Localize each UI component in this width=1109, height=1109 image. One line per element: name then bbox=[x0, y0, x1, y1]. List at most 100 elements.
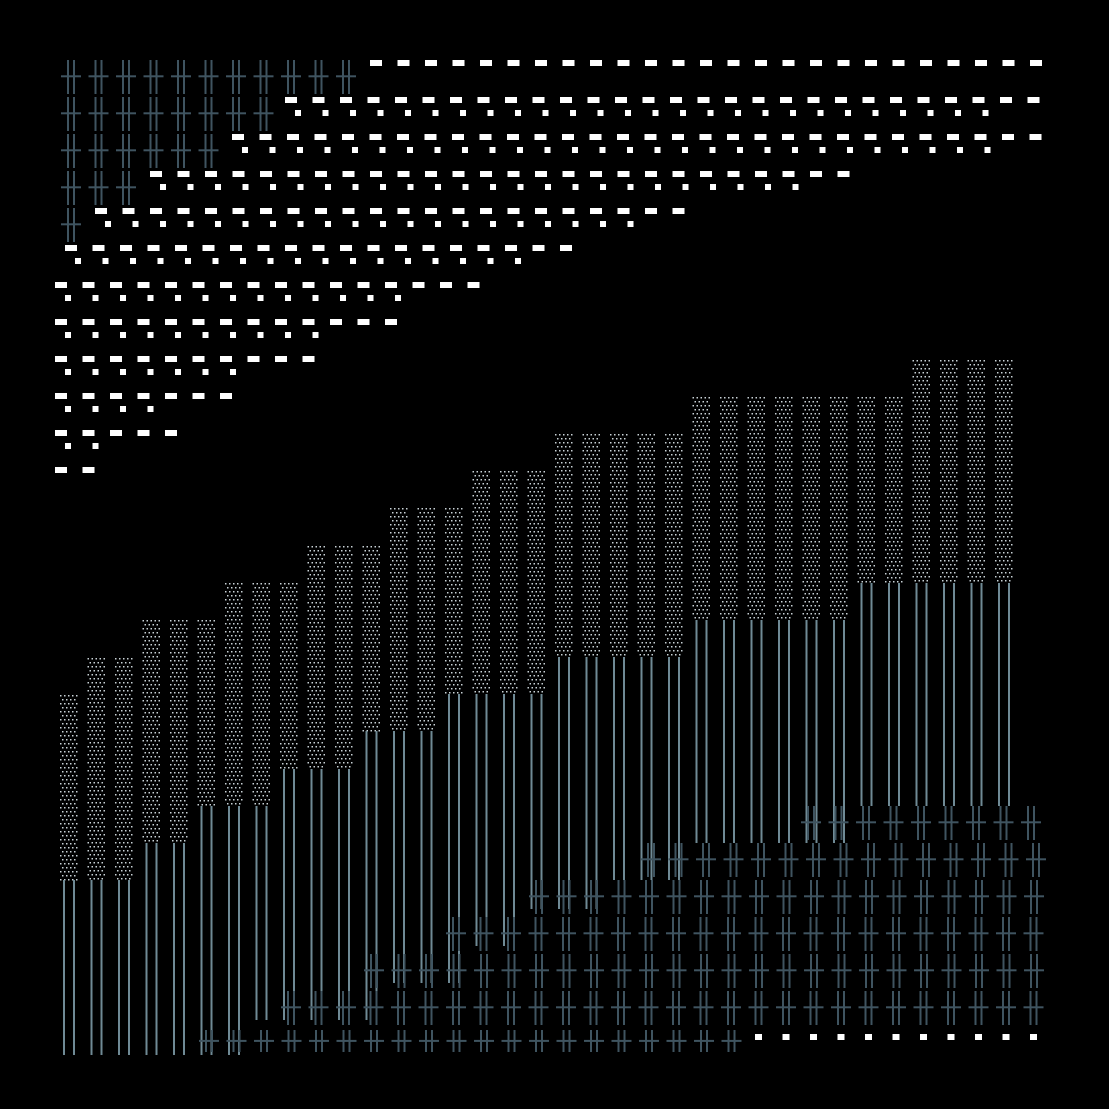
cross-tile bbox=[391, 991, 411, 1025]
bar-tile bbox=[585, 657, 598, 909]
cross-tile bbox=[748, 917, 769, 951]
cross-tile bbox=[696, 843, 716, 877]
cross-tile bbox=[941, 917, 961, 951]
cross-tile bbox=[996, 917, 1016, 951]
cross-tile bbox=[641, 843, 661, 877]
cross-tile bbox=[529, 954, 549, 988]
cross-tile bbox=[61, 134, 81, 168]
cross-tile bbox=[143, 97, 164, 131]
cross-tile bbox=[721, 917, 741, 951]
cross-tile bbox=[171, 60, 191, 94]
cross-tile bbox=[1023, 917, 1044, 951]
cross-tile bbox=[391, 1030, 412, 1052]
dash-band bbox=[55, 356, 315, 375]
cross-tile bbox=[971, 843, 991, 877]
top-left-cross-staircase bbox=[61, 60, 356, 242]
cross-tile bbox=[1021, 806, 1041, 840]
cross-tile bbox=[1023, 991, 1044, 1025]
cross-tile bbox=[281, 1030, 302, 1052]
bar-tile bbox=[723, 620, 735, 843]
cross-tile bbox=[501, 917, 521, 951]
cross-tile bbox=[61, 208, 81, 242]
dot-tile bbox=[307, 546, 325, 768]
cross-tile bbox=[666, 917, 686, 951]
cross-tile bbox=[639, 1030, 659, 1052]
dash-band bbox=[55, 393, 232, 412]
cross-tile bbox=[998, 843, 1019, 877]
cross-tile bbox=[528, 991, 549, 1025]
dot-tile bbox=[142, 620, 160, 842]
dot-tile bbox=[225, 583, 243, 805]
cross-tile bbox=[473, 991, 494, 1025]
lower-bar-staircase bbox=[63, 583, 1010, 1055]
cross-tile bbox=[693, 917, 714, 951]
cross-tile bbox=[281, 991, 301, 1025]
cross-tile bbox=[833, 843, 854, 877]
cross-tile bbox=[941, 954, 962, 988]
cross-tile bbox=[253, 60, 274, 94]
cross-tile bbox=[778, 843, 799, 877]
cross-tile bbox=[584, 880, 604, 914]
bar-tile bbox=[888, 583, 900, 806]
cross-tile bbox=[638, 991, 659, 1025]
cross-tile bbox=[916, 843, 936, 877]
cross-tile bbox=[914, 954, 934, 988]
cross-tile bbox=[803, 917, 824, 951]
cross-tile bbox=[611, 880, 632, 914]
cross-tile bbox=[668, 843, 689, 877]
cross-tile bbox=[694, 954, 714, 988]
bar-tile bbox=[448, 694, 460, 983]
cross-tile bbox=[501, 1030, 522, 1052]
dot-tile bbox=[720, 397, 738, 619]
bar-tile bbox=[833, 620, 845, 843]
cross-tile bbox=[446, 954, 467, 988]
dot-tile bbox=[472, 471, 490, 693]
cross-tile bbox=[254, 1030, 274, 1052]
cross-tile bbox=[611, 991, 631, 1025]
cross-tile bbox=[803, 991, 824, 1025]
cross-tile bbox=[996, 954, 1017, 988]
bar-tile bbox=[778, 620, 790, 843]
cross-tile bbox=[888, 843, 909, 877]
cross-tile bbox=[281, 60, 301, 94]
cross-tile bbox=[474, 954, 494, 988]
dot-tile bbox=[940, 360, 958, 582]
cross-tile bbox=[88, 60, 109, 94]
bar-tile bbox=[530, 694, 543, 909]
cross-tile bbox=[584, 954, 604, 988]
bar-tile bbox=[420, 731, 433, 983]
dash-mark bbox=[892, 1034, 900, 1040]
cross-tile bbox=[143, 134, 164, 168]
dot-tile bbox=[967, 360, 985, 582]
cross-tile bbox=[831, 917, 851, 951]
bar-tile bbox=[668, 657, 680, 880]
cross-tile bbox=[886, 954, 907, 988]
bar-tile bbox=[228, 806, 240, 1055]
cross-tile bbox=[941, 880, 962, 914]
cross-tile bbox=[776, 954, 797, 988]
cross-tile bbox=[969, 954, 989, 988]
dash-mark bbox=[920, 1034, 927, 1040]
cross-tile bbox=[801, 806, 821, 840]
bar-tile bbox=[750, 620, 763, 843]
cross-tile bbox=[309, 1030, 329, 1052]
cross-tile bbox=[364, 1030, 384, 1052]
dot-tile bbox=[197, 620, 215, 806]
cross-tile bbox=[776, 880, 797, 914]
bar-tile bbox=[475, 694, 488, 946]
dash-band bbox=[55, 319, 397, 338]
cross-tile bbox=[723, 843, 744, 877]
dash-band bbox=[150, 171, 850, 190]
dot-tile bbox=[885, 397, 903, 583]
cross-tile bbox=[1024, 954, 1044, 988]
cross-tile bbox=[1024, 880, 1044, 914]
cross-tile bbox=[1026, 843, 1046, 877]
cross-tile bbox=[666, 1030, 687, 1052]
cross-tile bbox=[308, 60, 329, 94]
dot-tile bbox=[362, 546, 380, 732]
cross-tile bbox=[446, 991, 466, 1025]
cross-tile bbox=[858, 917, 879, 951]
cross-tile bbox=[226, 97, 246, 131]
dot-tile bbox=[747, 397, 765, 619]
